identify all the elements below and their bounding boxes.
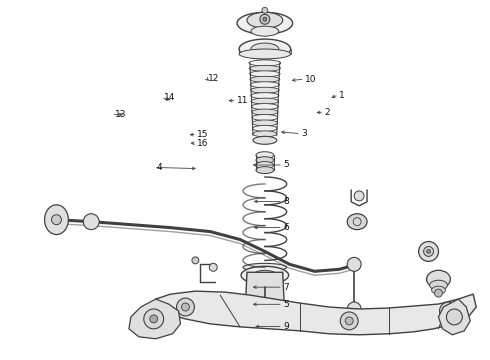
Circle shape: [260, 14, 270, 24]
Ellipse shape: [249, 60, 281, 66]
Ellipse shape: [256, 167, 274, 174]
Text: 7: 7: [283, 283, 289, 292]
Ellipse shape: [256, 157, 274, 164]
Ellipse shape: [251, 26, 279, 36]
Text: 10: 10: [305, 75, 317, 84]
Ellipse shape: [251, 93, 279, 99]
Circle shape: [347, 257, 361, 271]
Polygon shape: [439, 299, 470, 335]
Circle shape: [427, 249, 431, 253]
Ellipse shape: [243, 264, 287, 271]
Ellipse shape: [252, 109, 278, 115]
Ellipse shape: [251, 104, 278, 109]
Circle shape: [263, 17, 267, 21]
Text: 12: 12: [208, 74, 220, 83]
Ellipse shape: [241, 266, 289, 284]
Ellipse shape: [237, 12, 293, 34]
Text: 8: 8: [283, 197, 289, 206]
Circle shape: [347, 302, 361, 316]
Ellipse shape: [239, 39, 291, 59]
Circle shape: [435, 289, 442, 297]
Ellipse shape: [249, 71, 280, 77]
Circle shape: [176, 298, 195, 316]
Ellipse shape: [252, 120, 277, 126]
Ellipse shape: [252, 125, 277, 131]
Ellipse shape: [253, 270, 277, 280]
Circle shape: [144, 309, 164, 329]
Text: 13: 13: [115, 110, 126, 119]
Text: 15: 15: [197, 130, 209, 139]
Circle shape: [150, 315, 158, 323]
Text: 3: 3: [301, 129, 307, 138]
Ellipse shape: [247, 12, 283, 28]
Ellipse shape: [45, 205, 69, 235]
Ellipse shape: [250, 87, 279, 93]
Circle shape: [424, 247, 434, 256]
Circle shape: [192, 257, 199, 264]
Circle shape: [444, 307, 452, 315]
Circle shape: [418, 242, 439, 261]
Polygon shape: [129, 299, 180, 339]
Circle shape: [83, 214, 99, 230]
Text: 2: 2: [325, 108, 330, 117]
Circle shape: [181, 303, 190, 311]
Text: 6: 6: [283, 223, 289, 232]
Circle shape: [340, 312, 358, 330]
Polygon shape: [245, 272, 285, 314]
Text: 11: 11: [237, 96, 249, 105]
Text: 5: 5: [283, 300, 289, 309]
Ellipse shape: [239, 49, 291, 59]
Ellipse shape: [256, 162, 274, 168]
Circle shape: [262, 7, 268, 13]
Text: 9: 9: [283, 322, 289, 331]
Text: 14: 14: [164, 93, 176, 102]
Text: 4: 4: [157, 163, 163, 172]
Ellipse shape: [250, 76, 280, 82]
Ellipse shape: [253, 136, 277, 144]
Text: 1: 1: [340, 91, 345, 100]
Ellipse shape: [252, 114, 278, 121]
Text: 5: 5: [283, 161, 289, 170]
Circle shape: [209, 264, 217, 271]
Circle shape: [354, 191, 364, 201]
Ellipse shape: [430, 280, 447, 290]
Text: 16: 16: [197, 139, 209, 148]
Ellipse shape: [251, 98, 279, 104]
Polygon shape: [247, 274, 283, 287]
Ellipse shape: [251, 43, 279, 55]
Ellipse shape: [347, 214, 367, 230]
Ellipse shape: [250, 82, 279, 88]
Ellipse shape: [253, 131, 277, 137]
Ellipse shape: [256, 152, 274, 159]
Ellipse shape: [427, 270, 450, 288]
Circle shape: [51, 215, 61, 225]
Ellipse shape: [432, 286, 445, 294]
Circle shape: [446, 309, 462, 325]
Polygon shape: [156, 291, 476, 335]
Ellipse shape: [249, 66, 280, 71]
Circle shape: [440, 302, 457, 320]
Circle shape: [345, 317, 353, 325]
